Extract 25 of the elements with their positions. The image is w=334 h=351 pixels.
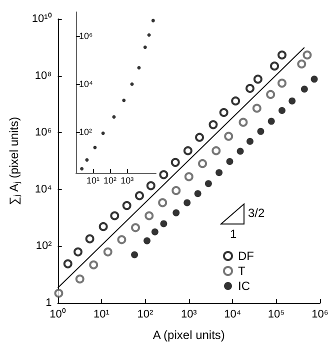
y-tick-label: 1 xyxy=(46,297,52,309)
x-tick-label: 10² xyxy=(137,308,154,320)
x-tick-label: 10¹ xyxy=(94,308,110,320)
y-axis-title: ∑j Aj (pixel units) xyxy=(7,116,22,206)
x-tick-label: 10³ xyxy=(180,308,198,320)
annotation: 1 xyxy=(230,227,237,241)
annotation: 3/2 xyxy=(248,206,266,220)
y-tick-label: 10² xyxy=(79,127,92,138)
legend-label: IC xyxy=(238,279,250,293)
x-tick-label: 10⁵ xyxy=(268,308,285,320)
legend-label: DF xyxy=(238,249,254,263)
y-tick-label: 10⁶ xyxy=(79,31,94,42)
legend-label: T xyxy=(238,264,246,278)
x-tick-label: 10⁶ xyxy=(312,308,328,320)
y-tick-label: 10⁸ xyxy=(34,70,52,82)
x-tick-label: 10² xyxy=(104,176,117,186)
y-tick-label: 10⁴ xyxy=(79,79,94,90)
x-tick-label: 10⁰ xyxy=(50,308,66,320)
x-tick-label: 10³ xyxy=(120,176,134,186)
x-tick-label: 10⁴ xyxy=(224,308,242,320)
x-tick-label: 10¹ xyxy=(86,176,100,186)
y-tick-label: 10² xyxy=(36,240,52,252)
x-axis-title: A (pixel units) xyxy=(152,328,225,342)
y-tick-label: 10⁶ xyxy=(35,126,52,139)
y-tick-label: 10¹⁰ xyxy=(32,12,52,25)
